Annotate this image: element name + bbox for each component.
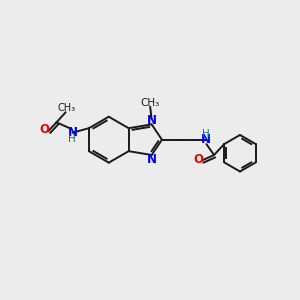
Text: H: H [68,134,75,143]
Text: O: O [39,124,49,136]
Text: H: H [202,129,210,139]
Text: N: N [68,126,78,139]
Text: N: N [201,133,211,146]
Text: O: O [193,153,203,166]
Text: CH₃: CH₃ [58,103,76,113]
Text: N: N [147,153,157,166]
Text: CH₃: CH₃ [140,98,160,108]
Text: N: N [147,114,157,127]
